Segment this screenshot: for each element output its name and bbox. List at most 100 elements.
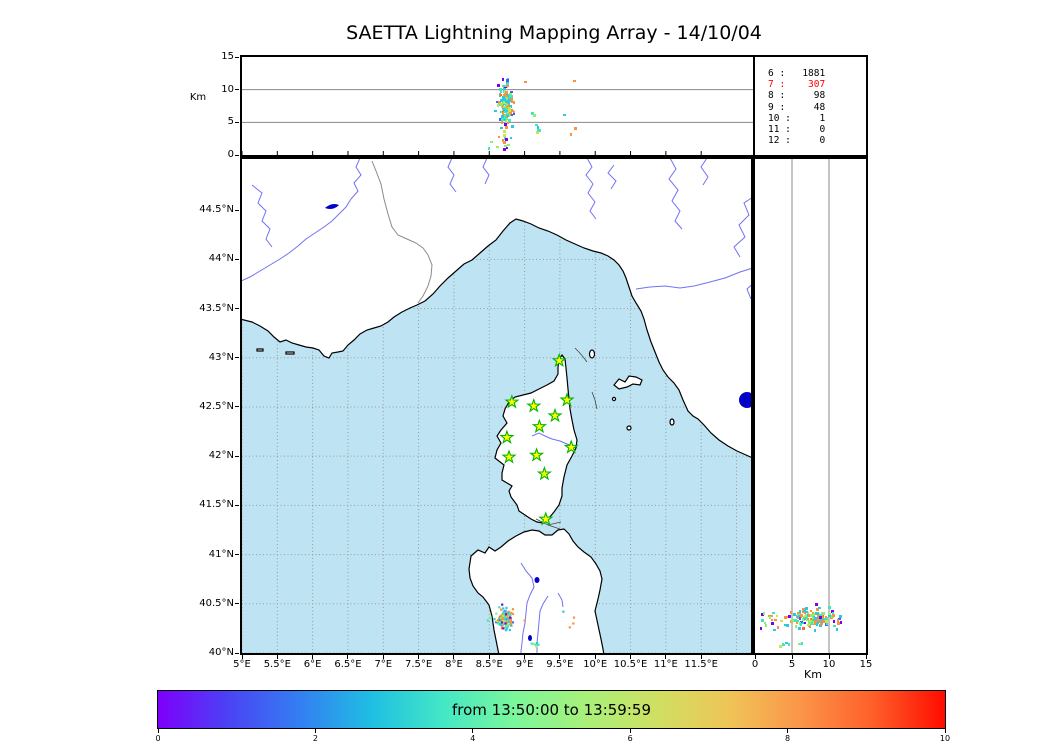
source-point [501,117,504,121]
source-point [785,641,788,645]
source-point [832,614,835,617]
source-point [780,619,784,623]
source-point [505,95,508,98]
source-point [815,623,819,627]
source-point [505,109,509,113]
source-point [509,97,512,101]
lat-tick-label: 40°N [208,647,234,658]
source-point [502,607,505,610]
station-star-marker [559,392,575,407]
source-point [509,95,512,98]
source-point [497,135,501,139]
source-point [503,105,506,109]
lat-tick-label: 42.5°N [199,400,234,412]
source-point [502,620,505,623]
source-point [762,612,766,615]
lon-tick-label: 9.5°E [546,659,574,670]
latitude-altitude-plot [791,159,830,653]
source-point [828,614,831,618]
source-point [505,97,508,100]
source-point [506,84,510,88]
station-star-marker [536,465,553,481]
source-point [800,621,803,624]
source-point [812,613,816,616]
source-point [822,619,826,623]
source-point [796,611,800,615]
source-point [799,623,803,626]
capraia-island [588,349,596,359]
lon-tick-mark [630,655,632,659]
distance-tick-mark [828,655,830,659]
source-point [770,618,774,622]
elba-island [613,375,643,390]
source-point [504,123,507,126]
source-point [503,87,507,91]
source-point [536,643,539,646]
lat-tick-mark [235,357,239,359]
source-point [511,612,515,616]
source-point [814,617,817,620]
source-point [503,109,506,113]
source-point [807,623,810,627]
source-point [500,614,503,618]
source-point [831,611,835,615]
source-point [801,610,805,614]
source-point [500,608,503,611]
maritime-boundary-lines [535,347,598,530]
colorbar-tick-label: 8 [785,734,791,743]
source-point [502,616,505,619]
source-point [512,101,516,104]
source-point [822,612,825,615]
source-point [831,610,834,613]
giglio-island [669,418,675,426]
landmasses [242,159,751,653]
station-star-marker [563,439,579,454]
rivers [242,159,751,653]
source-point [503,616,507,619]
lon-tick-label: 7°E [374,659,393,670]
source-point [502,84,505,88]
lightning-source-points [486,603,576,648]
distance-tick-label: 15 [859,659,873,670]
source-point [779,645,782,648]
source-point [784,623,787,627]
source-point [809,618,813,621]
source-point [819,616,822,619]
colorbar-tick-mark [472,729,474,733]
source-point [504,629,508,632]
source-point [800,614,804,617]
lon-tick-mark [488,655,490,659]
source-point [839,621,843,624]
source-point [767,614,771,618]
source-point [490,140,493,144]
source-point [537,643,540,646]
lon-tick-mark [665,655,667,659]
source-point [507,101,511,105]
source-point [500,621,504,624]
source-point [498,606,501,609]
source-point [797,614,801,618]
source-point [486,619,489,622]
source-point [501,108,505,112]
source-point [821,616,825,620]
lon-tick-label: 11.5°E [684,659,718,670]
source-point [507,611,510,614]
source-point [505,138,508,141]
stats-row: 9 : 48 [768,101,826,113]
source-point [503,148,506,152]
source-point [506,79,509,82]
source-point [500,99,504,102]
source-point [809,609,813,613]
source-point [537,128,540,132]
source-point [809,619,813,623]
altitude-tick-label: 10 [221,83,234,95]
source-point [815,603,818,606]
pianosa-island [611,396,617,402]
lon-tick-label: 10°E [583,659,608,670]
source-point [503,115,506,119]
source-point [509,621,513,624]
source-point [508,621,511,624]
source-point [568,626,571,629]
source-point [805,616,809,619]
